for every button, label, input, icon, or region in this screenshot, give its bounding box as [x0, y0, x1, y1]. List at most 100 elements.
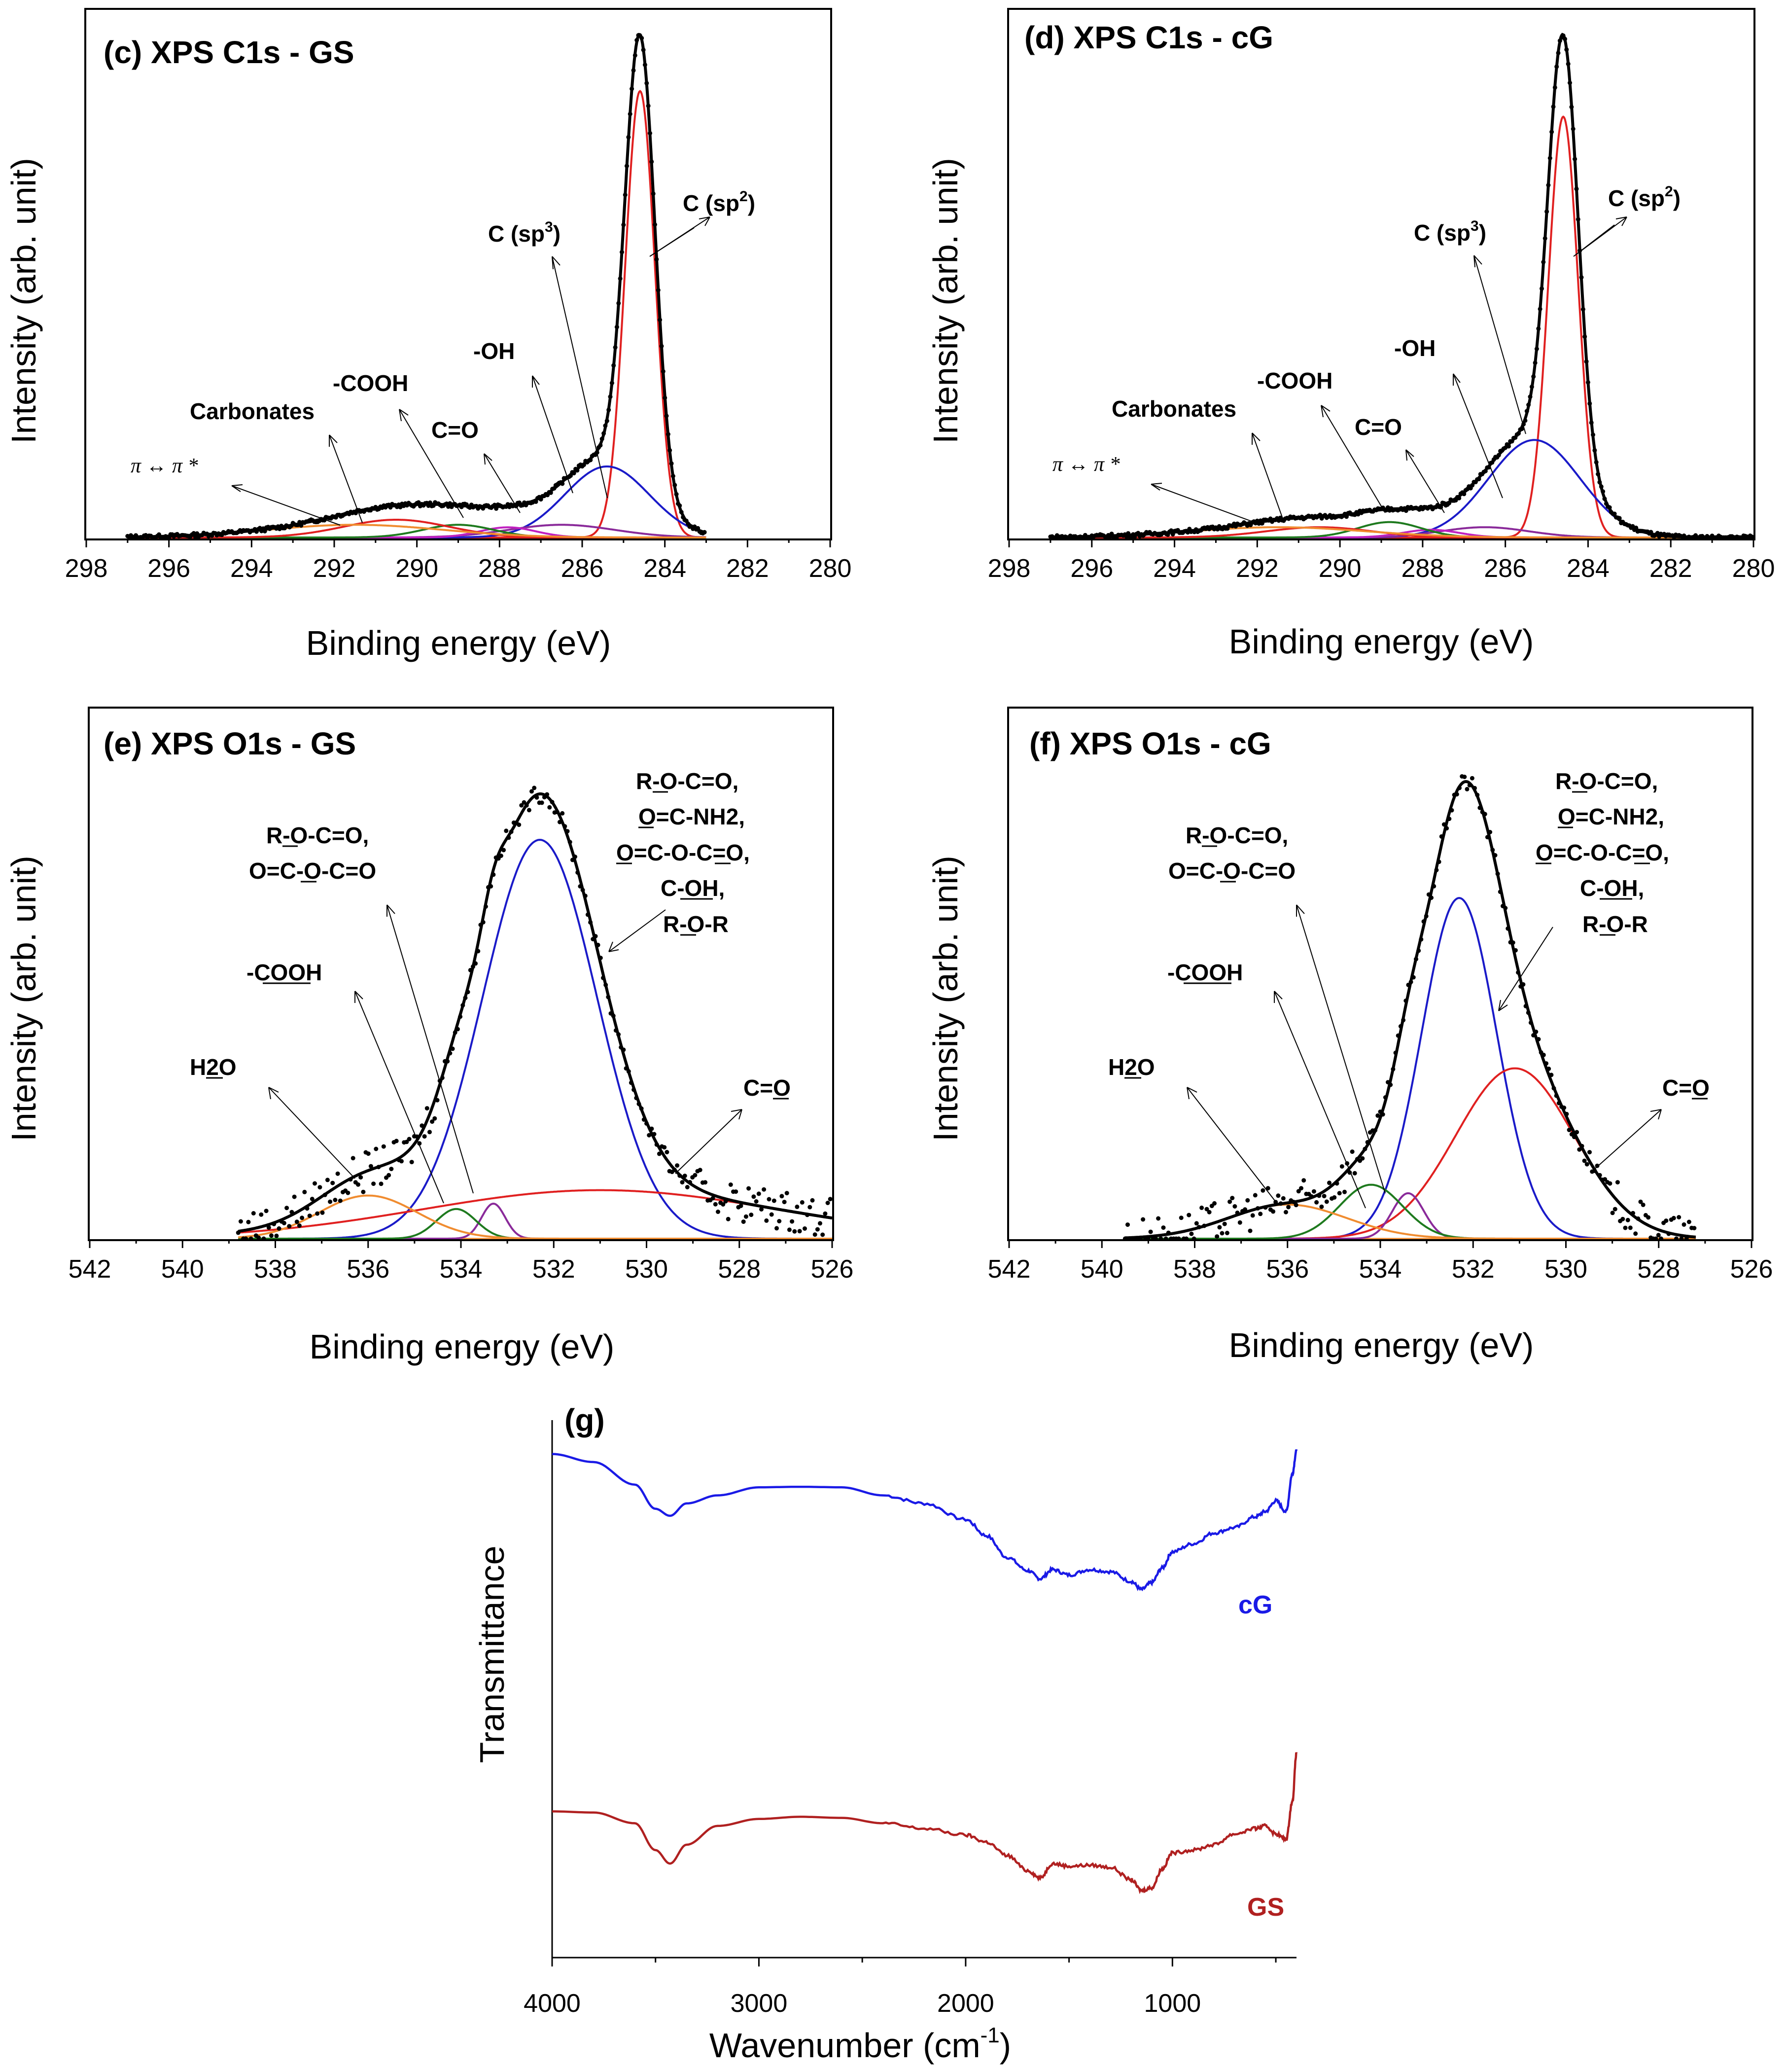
panel-d-title: (d) XPS C1s - cG [1024, 20, 1273, 55]
panel-f-label-h2o: H2O [1108, 1054, 1155, 1080]
data-point [532, 786, 537, 790]
data-point [1232, 1204, 1237, 1209]
data-point [665, 1150, 669, 1154]
data-point [430, 1119, 435, 1124]
panel-g-label-gs: GS [1247, 1893, 1284, 1922]
panel-c-label-carbonates: Carbonates [190, 398, 315, 424]
panel-f: (f) XPS O1s - cG Binding energy (eV) Int… [926, 707, 1773, 1364]
data-point [1225, 1231, 1229, 1235]
data-point [749, 1213, 754, 1217]
data-point [1148, 1229, 1153, 1234]
panel-f-ylabel: Intensity (arb. unit) [926, 856, 965, 1142]
data-point [281, 1220, 286, 1225]
data-point [350, 1156, 355, 1161]
data-point [338, 1198, 343, 1203]
xtick-label: 526 [811, 1255, 854, 1284]
data-point [1237, 1220, 1242, 1225]
data-point [284, 1206, 289, 1211]
data-point [517, 822, 522, 827]
data-point [259, 1212, 264, 1217]
data-point [1301, 1178, 1306, 1183]
xtick-label: 542 [988, 1255, 1031, 1284]
data-point [1189, 1231, 1194, 1236]
data-point [389, 1167, 394, 1172]
panel-d-ylabel: Intensity (arb. unit) [926, 158, 965, 444]
data-point [297, 1223, 302, 1228]
data-point [693, 1173, 698, 1178]
data-point [346, 1190, 350, 1195]
data-point [1281, 1196, 1286, 1201]
data-point [734, 1189, 738, 1194]
data-point [675, 1163, 680, 1168]
xtick-label: 290 [395, 554, 438, 583]
xtick-label: 534 [1359, 1255, 1402, 1284]
peak-h2o [238, 1194, 832, 1240]
panel-f-label-roco: R-O-C=O, O=C-O-C=O [1168, 822, 1296, 884]
data-point [764, 1218, 769, 1223]
panel-f-xlabel: Binding energy (eV) [1229, 1326, 1534, 1364]
data-point [407, 1137, 412, 1142]
data-point [379, 1181, 384, 1186]
data-point [399, 1159, 404, 1164]
data-point [1692, 1226, 1697, 1231]
panel-f-label-cooh: -COOH [1167, 960, 1243, 985]
data-point [394, 1139, 399, 1143]
data-point [1360, 1156, 1365, 1161]
panel-e-label-main: R-O-C=O, O=C-NH2, O=C-O-C=O, C-OH, R-O-R [616, 768, 750, 937]
data-point [774, 1226, 779, 1231]
panel-g-plot: 4000 3000 2000 1000 [524, 1420, 1298, 2018]
xtick-label: 540 [1081, 1255, 1123, 1284]
xtick-label: 298 [988, 554, 1031, 583]
data-point [371, 1181, 376, 1186]
data-point [1220, 1231, 1225, 1236]
data-point [1625, 1217, 1630, 1222]
data-point [560, 811, 565, 816]
data-point [317, 1185, 322, 1190]
panel-f-label-co: C=O [1662, 1075, 1710, 1101]
svg-text:R-O-C=O,: R-O-C=O, [1555, 768, 1658, 794]
data-point [1222, 1221, 1227, 1226]
svg-text:R-O-C=O,: R-O-C=O, [266, 822, 369, 848]
data-point [1638, 1199, 1643, 1204]
data-point [1646, 1215, 1651, 1220]
peak-main [1125, 897, 1696, 1240]
data-point [330, 1180, 335, 1185]
data-point [680, 1180, 685, 1185]
data-point [1156, 1216, 1161, 1221]
data-point [1217, 1225, 1222, 1230]
data-point [1686, 1219, 1691, 1224]
panel-d-label-oh: -OH [1394, 335, 1436, 361]
data-point [1628, 1225, 1633, 1230]
data-point [432, 1116, 437, 1121]
svg-text:O=C-O-C=O,: O=C-O-C=O, [1536, 840, 1669, 865]
data-point [782, 1200, 787, 1205]
experimental-points [1048, 33, 1754, 540]
xtick-label: 280 [1732, 554, 1775, 583]
svg-text:O=C-O-C=O: O=C-O-C=O [1168, 858, 1296, 884]
data-point [1194, 1221, 1199, 1226]
xtick-label: 282 [1649, 554, 1692, 583]
panel-d: (d) XPS C1s - cG Binding energy (eV) Int… [926, 8, 1775, 661]
data-point [246, 1219, 251, 1224]
xtick-label: 296 [147, 554, 190, 583]
data-point [823, 1211, 828, 1216]
panel-e-ylabel: Intensity (arb. unit) [4, 856, 43, 1142]
data-point [1337, 1191, 1342, 1196]
data-point [741, 1219, 746, 1224]
data-point [333, 1198, 338, 1202]
data-point [1207, 1210, 1212, 1215]
xtick-label: 298 [65, 554, 108, 583]
data-point [374, 1146, 379, 1151]
xtick-label: 290 [1319, 554, 1362, 583]
data-point [320, 1210, 325, 1215]
data-point [1250, 1213, 1255, 1218]
data-point [1296, 1189, 1301, 1194]
xtick-label: 296 [1070, 554, 1113, 583]
panel-e-xlabel: Binding energy (eV) [310, 1327, 615, 1366]
panel-e-label-roco: R-O-C=O, O=C-O-C=O [249, 822, 376, 884]
data-point [1677, 1215, 1682, 1219]
data-point [790, 1219, 795, 1224]
xtick-label: 536 [347, 1255, 389, 1284]
data-point [529, 789, 534, 794]
data-point [1187, 1213, 1191, 1217]
